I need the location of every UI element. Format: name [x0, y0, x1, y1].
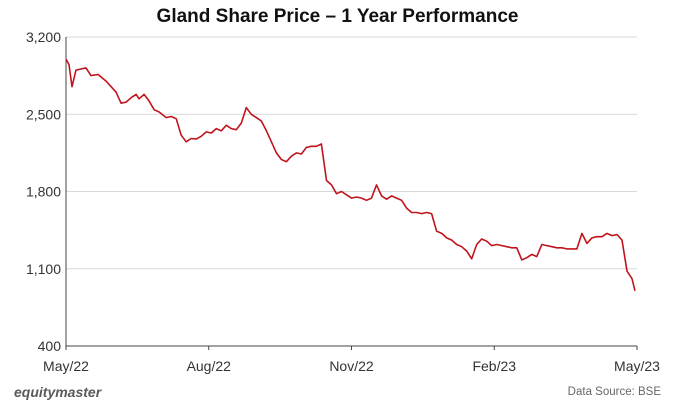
- y-tick-label: 1,100: [26, 261, 61, 277]
- data-source-note: Data Source: BSE: [567, 386, 661, 398]
- series-line: [65, 58, 636, 291]
- x-tick-label: Nov/22: [329, 358, 374, 374]
- y-tick-label: 400: [38, 338, 62, 354]
- x-tick-label: May/22: [43, 358, 89, 374]
- y-tick-label: 3,200: [26, 29, 61, 45]
- series-layer: [65, 58, 636, 291]
- x-tick-label: Feb/23: [472, 358, 516, 374]
- x-tick-label: May/23: [614, 358, 660, 374]
- y-tick-labels: 400 1,100 1,800 2,500 3,200: [26, 29, 61, 354]
- x-tick-label: Aug/22: [187, 358, 232, 374]
- chart-title: Gland Share Price – 1 Year Performance: [156, 6, 519, 27]
- brand-logo: equitymaster: [14, 384, 102, 400]
- axes: [65, 37, 638, 350]
- x-tick-labels: May/22 Aug/22 Nov/22 Feb/23 May/23: [43, 358, 660, 374]
- y-tick-label: 2,500: [26, 106, 61, 122]
- grid-lines: [66, 36, 637, 270]
- y-tick-label: 1,800: [26, 184, 61, 200]
